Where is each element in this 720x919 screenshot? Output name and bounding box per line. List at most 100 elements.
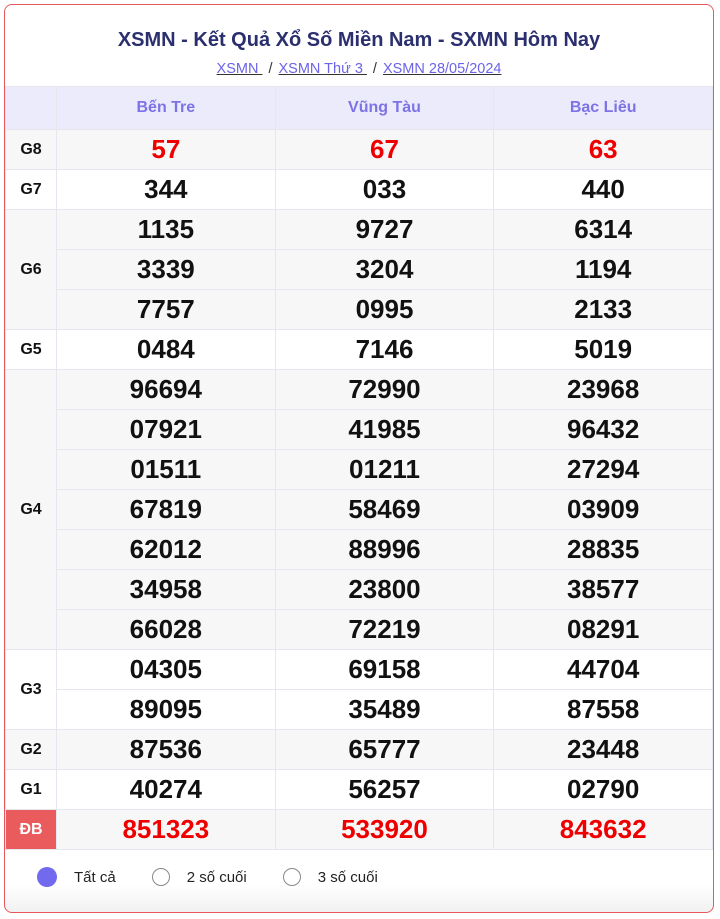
prize-label: G4 (5, 369, 57, 650)
prize-row: 07921 41985 96432 (6, 409, 713, 450)
digit-filter: Tất cả 2 số cuối 3 số cuối (37, 867, 414, 887)
prize-number: 40274 (56, 769, 276, 810)
radio-icon[interactable] (282, 868, 301, 886)
prize-row: G8 57 67 63 (5, 129, 713, 170)
prize-row: 7757 0995 2133 (6, 289, 713, 330)
prize-number: 9727 (274, 209, 495, 250)
prize-number: 033 (274, 169, 495, 210)
prize-number: 34958 (56, 569, 276, 610)
filter-last-2[interactable]: 2 số cuối (151, 868, 247, 886)
prize-label: ĐB (5, 809, 57, 850)
prize-row: 34958 23800 38577 (6, 569, 713, 610)
prize-label: G7 (5, 169, 57, 210)
prize-row: 89095 35489 87558 (6, 689, 713, 730)
prize-row: G3 04305 69158 44704 (5, 649, 713, 730)
prize-number: 02790 (493, 769, 713, 810)
prize-row: 3339 3204 1194 (6, 249, 713, 290)
prize-number: 27294 (493, 449, 713, 490)
prize-number: 344 (56, 169, 276, 210)
prize-number: 62012 (56, 529, 276, 570)
prize-number: 23800 (274, 569, 495, 610)
prize-row: G7 344 033 440 (5, 169, 713, 210)
prize-number: 03909 (493, 489, 713, 530)
prize-row: 66028 72219 08291 (6, 609, 713, 650)
prize-number: 65777 (274, 729, 495, 770)
prize-number: 69158 (274, 649, 495, 690)
prize-row: G1 40274 56257 02790 (5, 769, 713, 810)
province-header: Vũng Tàu (274, 86, 495, 130)
prize-label: G6 (5, 209, 57, 330)
prize-number: 3339 (56, 249, 276, 290)
results-table: Bến Tre Vũng Tàu Bạc Liêu G8 57 67 63 G7 344 0… (5, 86, 713, 850)
prize-number: 5019 (493, 329, 713, 370)
corner-cell (5, 86, 57, 130)
prize-number: 96432 (493, 409, 713, 450)
prize-number: 7757 (56, 289, 276, 330)
radio-selected-icon[interactable] (37, 867, 57, 887)
prize-number: 3204 (274, 249, 495, 290)
radio-icon[interactable] (151, 868, 170, 886)
filter-last-3[interactable]: 3 số cuối (282, 868, 378, 886)
prize-number: 67 (274, 129, 495, 170)
prize-number: 89095 (56, 689, 276, 730)
prize-number: 35489 (274, 689, 495, 730)
prize-number: 72219 (274, 609, 495, 650)
prize-row: 62012 88996 28835 (6, 529, 713, 570)
filter-label: 3 số cuối (317, 868, 378, 886)
prize-number: 6314 (493, 209, 713, 250)
prize-number: 66028 (56, 609, 276, 650)
prize-row: 01511 01211 27294 (6, 449, 713, 490)
prize-number: 843632 (493, 809, 713, 850)
page-title: XSMN - Kết Quả Xổ Số Miền Nam - SXMN Hôm… (117, 29, 601, 51)
prize-label: G2 (5, 729, 57, 770)
prize-label: G8 (5, 129, 57, 170)
prize-row: 67819 58469 03909 (6, 489, 713, 530)
breadcrumb-separator: / (372, 61, 377, 77)
prize-number: 23968 (493, 369, 713, 410)
prize-number: 08291 (493, 609, 713, 650)
prize-number: 63 (493, 129, 713, 170)
prize-number: 58469 (274, 489, 495, 530)
prize-number: 533920 (274, 809, 495, 850)
prize-label: G5 (5, 329, 57, 370)
prize-number: 2133 (493, 289, 713, 330)
prize-number: 23448 (493, 729, 713, 770)
prize-row: G6 1135 9727 6314 (5, 209, 713, 330)
breadcrumb-xsmn-date[interactable]: XSMN 28/05/2024 (382, 61, 502, 77)
prize-number: 96694 (56, 369, 276, 410)
prize-label: G1 (5, 769, 57, 810)
filter-label: 2 số cuối (186, 868, 247, 886)
prize-number: 38577 (493, 569, 713, 610)
prize-number: 56257 (274, 769, 495, 810)
prize-number: 28835 (493, 529, 713, 570)
prize-row: G5 0484 7146 5019 (5, 329, 713, 370)
prize-number: 1135 (56, 209, 276, 250)
prize-number: 57 (56, 129, 276, 170)
breadcrumb-separator: / (268, 61, 273, 77)
prize-number: 72990 (274, 369, 495, 410)
prize-row: G4 96694 72990 23968 (5, 369, 713, 650)
prize-number: 440 (493, 169, 713, 210)
province-header: Bạc Liêu (493, 86, 713, 130)
prize-number: 01211 (274, 449, 495, 490)
prize-number: 0995 (274, 289, 495, 330)
prize-number: 87558 (493, 689, 713, 730)
results-card: XSMN - Kết Quả Xổ Số Miền Nam - SXMN Hôm… (4, 4, 714, 913)
prize-number: 1194 (493, 249, 713, 290)
prize-number: 67819 (56, 489, 276, 530)
prize-number: 851323 (56, 809, 276, 850)
breadcrumb-xsmn[interactable]: XSMN (216, 61, 263, 77)
filter-label: Tất cả (74, 868, 116, 886)
prize-number: 7146 (274, 329, 495, 370)
prize-number: 07921 (56, 409, 276, 450)
province-header: Bến Tre (56, 86, 276, 130)
prize-number: 87536 (56, 729, 276, 770)
breadcrumb-xsmn-thu-3[interactable]: XSMN Thứ 3 (278, 61, 367, 77)
prize-label: G3 (5, 649, 57, 730)
breadcrumb: XSMN / XSMN Thứ 3 / XSMN 28/05/2024 (5, 61, 713, 77)
filter-all[interactable]: Tất cả (37, 867, 116, 887)
prize-row: G2 87536 65777 23448 (5, 729, 713, 770)
prize-number: 01511 (56, 449, 276, 490)
prize-row: ĐB 851323 533920 843632 (5, 809, 713, 850)
prize-number: 88996 (274, 529, 495, 570)
